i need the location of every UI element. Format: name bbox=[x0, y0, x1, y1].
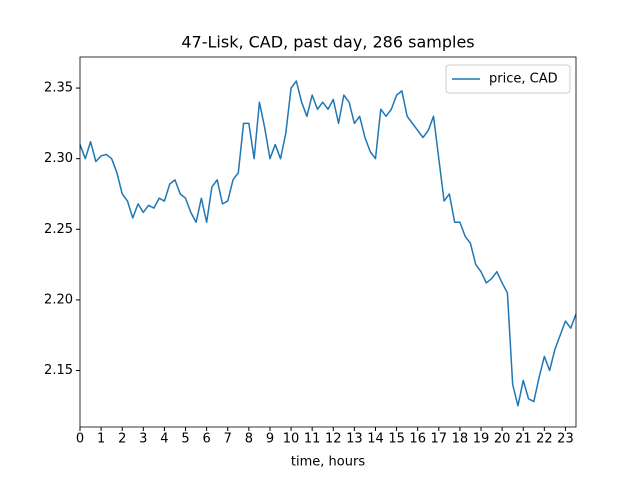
x-tick-label: 18 bbox=[452, 432, 469, 447]
price-line bbox=[79, 80, 577, 407]
x-tick-label: 0 bbox=[76, 432, 84, 447]
x-tick-label: 8 bbox=[245, 432, 253, 447]
x-tick-label: 10 bbox=[283, 432, 300, 447]
x-tick-label: 23 bbox=[557, 432, 574, 447]
y-tick-label: 2.35 bbox=[44, 81, 73, 96]
y-tick-label: 2.30 bbox=[44, 151, 73, 166]
x-tick-label: 5 bbox=[181, 432, 189, 447]
x-tick-label: 7 bbox=[224, 432, 232, 447]
x-tick-label: 13 bbox=[346, 432, 363, 447]
y-tick-label: 2.15 bbox=[44, 363, 73, 378]
x-tick-label: 11 bbox=[304, 432, 321, 447]
x-axis-label: time, hours bbox=[291, 455, 365, 470]
x-tick-label: 1 bbox=[97, 432, 105, 447]
x-tick-label: 21 bbox=[515, 432, 532, 447]
x-tick-label: 20 bbox=[494, 432, 511, 447]
x-tick-label: 9 bbox=[266, 432, 274, 447]
legend-box bbox=[445, 64, 571, 94]
x-tick-label: 14 bbox=[367, 432, 384, 447]
x-tick-label: 15 bbox=[388, 432, 405, 447]
chart-title: 47-Lisk, CAD, past day, 286 samples bbox=[181, 33, 474, 52]
legend-label: price, CAD bbox=[489, 72, 558, 87]
x-tick-label: 16 bbox=[409, 432, 426, 447]
x-tick-label: 12 bbox=[325, 432, 342, 447]
x-tick-label: 6 bbox=[202, 432, 210, 447]
x-tick-label: 3 bbox=[139, 432, 147, 447]
x-tick-label: 2 bbox=[118, 432, 126, 447]
x-tick-label: 22 bbox=[536, 432, 553, 447]
x-tick-label: 19 bbox=[473, 432, 490, 447]
axes-frame bbox=[79, 56, 577, 428]
x-tick-label: 4 bbox=[160, 432, 168, 447]
y-tick-label: 2.20 bbox=[44, 292, 73, 307]
x-tick-label: 17 bbox=[431, 432, 448, 447]
y-tick-label: 2.25 bbox=[44, 222, 73, 237]
